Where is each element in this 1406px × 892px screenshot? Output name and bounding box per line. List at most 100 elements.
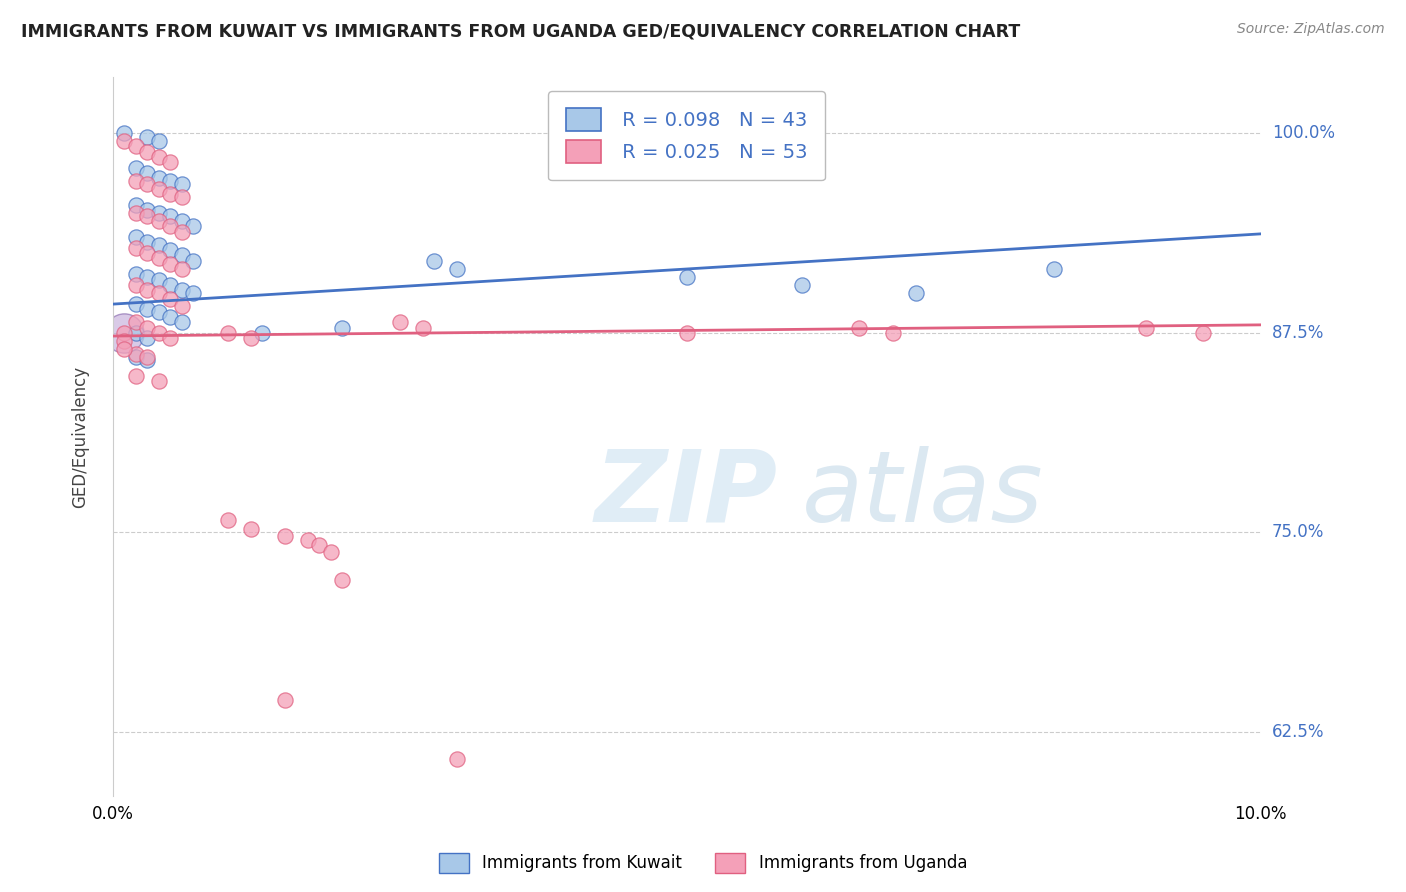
Point — [125, 326, 148, 340]
Point — [159, 257, 181, 271]
Point — [125, 241, 148, 255]
Point — [136, 301, 159, 316]
Text: ZIP: ZIP — [595, 446, 778, 542]
Point — [125, 174, 148, 188]
Point — [446, 262, 468, 277]
Point — [136, 270, 159, 285]
Text: 87.5%: 87.5% — [1272, 324, 1324, 342]
Point — [125, 206, 148, 220]
Point — [112, 326, 135, 340]
Point — [159, 155, 181, 169]
Point — [170, 299, 193, 313]
Point — [125, 139, 148, 153]
Point — [332, 321, 354, 335]
Point — [239, 331, 262, 345]
Point — [882, 326, 904, 340]
Text: 62.5%: 62.5% — [1272, 723, 1324, 741]
Point — [159, 243, 181, 257]
Point — [170, 283, 193, 297]
Point — [125, 161, 148, 176]
Point — [446, 752, 468, 766]
Text: 100.0%: 100.0% — [1272, 124, 1334, 143]
Point — [148, 171, 170, 186]
Point — [170, 178, 193, 192]
Point — [274, 693, 297, 707]
Point — [159, 293, 181, 307]
Y-axis label: GED/Equivalency: GED/Equivalency — [72, 366, 89, 508]
Point — [125, 230, 148, 244]
Point — [675, 326, 697, 340]
Point — [170, 247, 193, 261]
Legend:  R = 0.098   N = 43,  R = 0.025   N = 53: R = 0.098 N = 43, R = 0.025 N = 53 — [548, 91, 825, 180]
Point — [148, 238, 170, 252]
Point — [148, 251, 170, 265]
Point — [308, 538, 330, 552]
Point — [136, 145, 159, 160]
Point — [170, 262, 193, 277]
Point — [1135, 321, 1157, 335]
Point — [112, 342, 135, 356]
Legend: Immigrants from Kuwait, Immigrants from Uganda: Immigrants from Kuwait, Immigrants from … — [432, 847, 974, 880]
Point — [181, 285, 204, 300]
Point — [148, 273, 170, 287]
Text: IMMIGRANTS FROM KUWAIT VS IMMIGRANTS FROM UGANDA GED/EQUIVALENCY CORRELATION CHA: IMMIGRANTS FROM KUWAIT VS IMMIGRANTS FRO… — [21, 22, 1021, 40]
Point — [136, 178, 159, 192]
Point — [136, 353, 159, 368]
Point — [675, 270, 697, 285]
Point — [136, 331, 159, 345]
Point — [136, 350, 159, 364]
Point — [274, 528, 297, 542]
Point — [136, 202, 159, 217]
Point — [1043, 262, 1066, 277]
Point — [412, 321, 434, 335]
Point — [136, 166, 159, 180]
Point — [848, 321, 870, 335]
Point — [170, 315, 193, 329]
Point — [125, 297, 148, 311]
Point — [148, 305, 170, 319]
Point — [148, 182, 170, 196]
Point — [136, 129, 159, 144]
Point — [125, 277, 148, 292]
Point — [148, 285, 170, 300]
Point — [112, 126, 135, 140]
Point — [148, 150, 170, 164]
Text: atlas: atlas — [801, 446, 1043, 542]
Text: Source: ZipAtlas.com: Source: ZipAtlas.com — [1237, 22, 1385, 37]
Point — [181, 219, 204, 233]
Point — [136, 321, 159, 335]
Point — [148, 374, 170, 388]
Point — [148, 134, 170, 148]
Point — [125, 198, 148, 212]
Point — [332, 574, 354, 588]
Point — [112, 326, 135, 340]
Point — [159, 331, 181, 345]
Point — [125, 267, 148, 281]
Point — [159, 277, 181, 292]
Point — [159, 310, 181, 324]
Point — [159, 186, 181, 201]
Point — [905, 285, 928, 300]
Point — [170, 225, 193, 239]
Point — [148, 206, 170, 220]
Point — [125, 315, 148, 329]
Point — [217, 513, 239, 527]
Point — [423, 254, 446, 268]
Point — [136, 246, 159, 260]
Point — [181, 254, 204, 268]
Point — [148, 214, 170, 228]
Point — [125, 346, 148, 360]
Point — [1192, 326, 1215, 340]
Point — [159, 174, 181, 188]
Point — [250, 326, 273, 340]
Point — [136, 283, 159, 297]
Point — [112, 134, 135, 148]
Point — [125, 368, 148, 383]
Point — [790, 277, 813, 292]
Point — [319, 544, 342, 558]
Point — [170, 214, 193, 228]
Point — [170, 190, 193, 204]
Text: 75.0%: 75.0% — [1272, 524, 1324, 541]
Point — [148, 326, 170, 340]
Point — [388, 315, 411, 329]
